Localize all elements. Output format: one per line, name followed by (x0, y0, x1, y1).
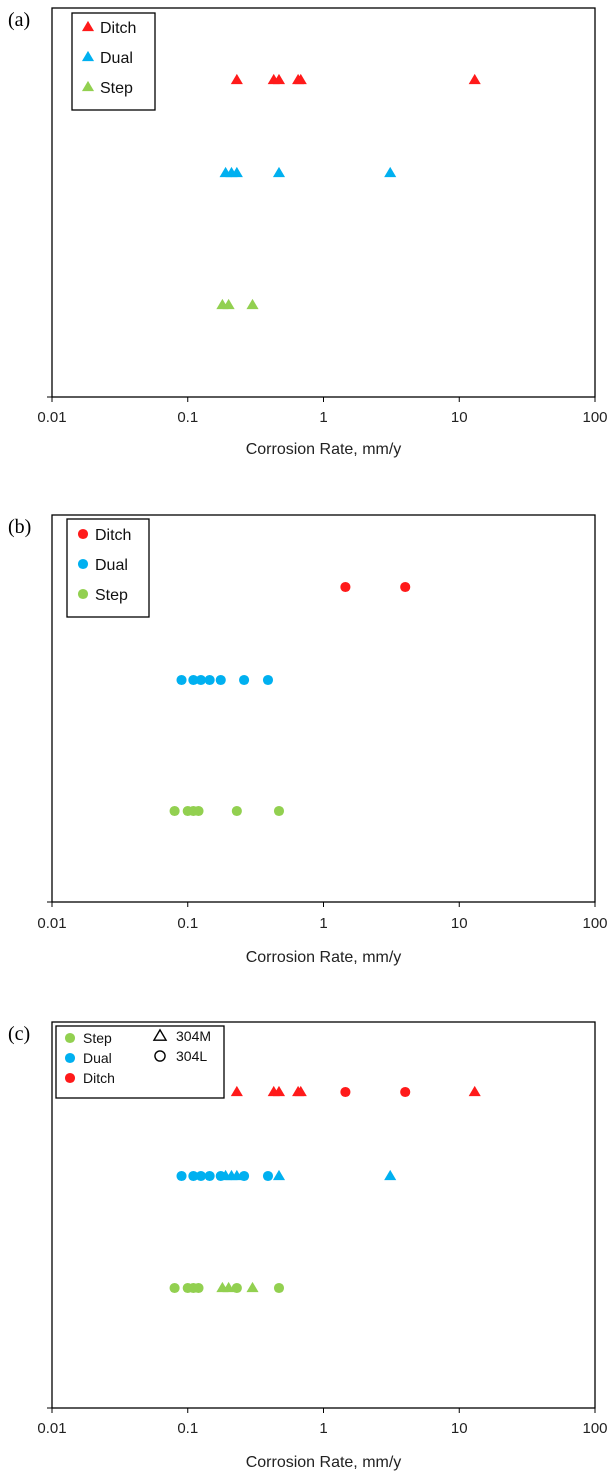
legend-box (55, 1025, 225, 1099)
data-point-step-triangle (222, 1281, 235, 1293)
legend-label-step: Step (83, 1030, 112, 1046)
x-tick-label: 1 (319, 409, 327, 426)
legend: Ditch Dual Step (71, 12, 156, 111)
data-point-dual-circle (204, 1170, 215, 1182)
data-point-dual-triangle (272, 1169, 286, 1181)
legend-marker-step (81, 80, 95, 92)
data-point-step-circle (231, 1282, 242, 1294)
legend-marker-step (64, 1032, 76, 1044)
x-tick-label: 10 (451, 915, 468, 932)
legend-marker-dual (77, 558, 89, 570)
x-tick-label: 1 (319, 1420, 327, 1437)
x-tick-label: 100 (582, 409, 607, 426)
data-point-dual-circle (188, 674, 199, 686)
legend: Ditch Dual Step (66, 518, 150, 618)
data-point-step-circle (193, 805, 204, 817)
data-point-dual-triangle (230, 1169, 243, 1181)
data-point-step-triangle (222, 298, 235, 310)
x-tick-label: 10 (451, 1420, 468, 1437)
data-point-ditch-triangle (468, 73, 481, 85)
data-point-dual-circle (239, 674, 250, 686)
data-point-ditch-circle (340, 581, 351, 593)
data-point-ditch-triangle (294, 73, 307, 85)
data-point-ditch-triangle (272, 73, 286, 85)
data-point-step-circle (273, 1282, 285, 1294)
data-point-dual-circle (188, 1170, 199, 1182)
x-axis-label: Corrosion Rate, mm/y (246, 441, 402, 458)
data-point-ditch-circle (400, 581, 411, 593)
x-tick-label: 1 (319, 915, 327, 932)
legend-label-step: Step (95, 587, 128, 604)
legend-marker-304l (154, 1050, 166, 1062)
data-point-step-circle (231, 805, 242, 817)
data-point-step-triangle (246, 1281, 259, 1293)
legend-label-dual: Dual (100, 50, 133, 67)
data-point-dual-circle (262, 1170, 274, 1182)
chart-panel-3: (c) 0.01 0.1 1 10 100 Corrosion Rate, mm/y Step… (8, 1021, 608, 1471)
data-point-step-triangle (246, 298, 259, 310)
legend-marker-ditch (77, 528, 89, 540)
legend-label-ditch: Ditch (100, 20, 136, 37)
data-point-ditch-triangle (272, 1085, 286, 1097)
legend-label-dual: Dual (95, 557, 128, 574)
legend-marker-dual (81, 50, 95, 62)
x-tick-label: 0.1 (177, 1420, 198, 1437)
legend-marker-304m (152, 1028, 168, 1041)
data-point-dual-circle (195, 1170, 206, 1182)
legend-label-ditch: Ditch (95, 527, 131, 544)
data-point-ditch-triangle (468, 1085, 481, 1097)
legend: Step Dual Ditch 304M 304L (55, 1025, 225, 1099)
panel-label: (a) (8, 9, 30, 31)
legend-label-step: Step (100, 80, 133, 97)
data-point-dual-circle (204, 674, 215, 686)
x-tick-label: 0.1 (177, 915, 198, 932)
chart-panel-1: (a) 0.01 0.1 1 10 100 Corrosion Rate, mm/y Ditc… (8, 7, 608, 458)
data-point-ditch-circle (400, 1086, 411, 1098)
data-point-dual-triangle (384, 166, 397, 178)
legend-label-304m: 304M (176, 1028, 211, 1044)
x-axis-label: Corrosion Rate, mm/y (246, 949, 402, 966)
legend-label-304l: 304L (176, 1048, 207, 1064)
data-point-step-circle (169, 805, 180, 817)
legend-label-ditch: Ditch (83, 1070, 115, 1086)
x-tick-label: 0.01 (37, 1420, 66, 1437)
data-point-dual-circle (215, 674, 226, 686)
data-point-ditch-triangle (230, 1085, 243, 1097)
data-point-step-circle (193, 1282, 204, 1294)
panel-label: (c) (8, 1023, 30, 1045)
data-point-ditch-triangle (230, 73, 243, 85)
data-point-ditch-circle (340, 1086, 351, 1098)
data-point-ditch-triangle (294, 1085, 307, 1097)
data-point-dual-triangle (384, 1169, 397, 1181)
x-tick-label: 0.01 (37, 409, 66, 426)
data-point-dual-triangle (230, 166, 243, 178)
legend-marker-ditch (64, 1072, 76, 1084)
chart-panel-2: (b) 0.01 0.1 1 10 100 Corrosion Rate, mm/y Ditc… (8, 514, 608, 966)
x-tick-label: 100 (582, 915, 607, 932)
data-point-step-circle (169, 1282, 180, 1294)
data-point-dual-circle (262, 674, 274, 686)
data-point-dual-circle (176, 674, 187, 686)
data-point-dual-triangle (272, 166, 286, 178)
x-tick-label: 100 (582, 1420, 607, 1437)
x-tick-label: 0.1 (177, 409, 198, 426)
x-axis-label: Corrosion Rate, mm/y (246, 1454, 402, 1471)
legend-marker-step (77, 588, 89, 600)
legend-marker-ditch (81, 20, 95, 32)
data-point-dual-circle (176, 1170, 187, 1182)
panel-label: (b) (8, 516, 31, 538)
data-point-step-circle (273, 805, 285, 817)
legend-label-dual: Dual (83, 1050, 112, 1066)
legend-marker-dual (64, 1052, 76, 1064)
data-point-dual-circle (195, 674, 206, 686)
x-tick-label: 10 (451, 409, 468, 426)
x-tick-label: 0.01 (37, 915, 66, 932)
